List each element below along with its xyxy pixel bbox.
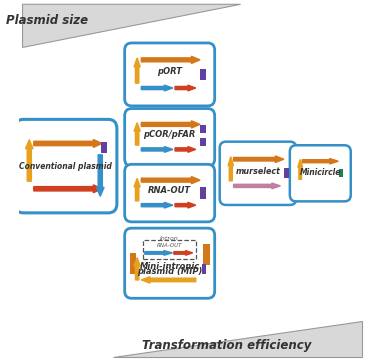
Text: plasmid (MIP): plasmid (MIP) — [137, 267, 202, 275]
Text: Conventional plasmid: Conventional plasmid — [19, 162, 112, 171]
FancyArrow shape — [141, 177, 200, 184]
FancyArrow shape — [141, 121, 200, 128]
FancyArrow shape — [175, 202, 196, 208]
Bar — [101, 143, 107, 153]
FancyArrow shape — [34, 185, 102, 193]
Text: RNA-OUT: RNA-OUT — [157, 243, 182, 248]
FancyBboxPatch shape — [125, 228, 215, 298]
Text: Intron: Intron — [160, 236, 179, 241]
Text: pORT: pORT — [157, 67, 182, 76]
FancyArrow shape — [141, 277, 196, 283]
Text: murselect: murselect — [235, 167, 280, 176]
FancyArrow shape — [302, 158, 338, 164]
FancyArrow shape — [228, 157, 234, 181]
Text: pCOR/pFAR: pCOR/pFAR — [143, 130, 196, 139]
Bar — [339, 169, 343, 177]
Text: Plasmid size: Plasmid size — [6, 14, 88, 27]
FancyBboxPatch shape — [125, 43, 215, 106]
Text: Transformation efficiency: Transformation efficiency — [142, 339, 311, 352]
FancyArrow shape — [141, 85, 173, 91]
FancyArrow shape — [134, 123, 140, 145]
FancyArrow shape — [97, 155, 104, 196]
FancyArrow shape — [141, 147, 173, 152]
FancyArrow shape — [141, 202, 173, 208]
FancyArrow shape — [134, 178, 140, 201]
Text: Mini-intronic: Mini-intronic — [139, 262, 200, 271]
FancyArrow shape — [298, 160, 303, 179]
Bar — [130, 253, 137, 274]
Bar — [202, 264, 206, 274]
FancyBboxPatch shape — [290, 145, 351, 201]
Polygon shape — [23, 4, 241, 47]
FancyArrow shape — [34, 139, 102, 147]
FancyBboxPatch shape — [125, 164, 215, 222]
FancyBboxPatch shape — [220, 142, 296, 205]
Bar — [200, 69, 206, 80]
FancyBboxPatch shape — [143, 240, 196, 259]
Polygon shape — [113, 321, 362, 357]
FancyArrow shape — [145, 251, 172, 255]
FancyArrow shape — [234, 156, 284, 162]
FancyArrow shape — [175, 85, 196, 91]
Text: Minicircle: Minicircle — [300, 168, 341, 177]
FancyArrow shape — [234, 183, 280, 189]
FancyArrow shape — [134, 58, 140, 83]
FancyArrow shape — [26, 140, 33, 181]
FancyBboxPatch shape — [15, 119, 117, 213]
FancyArrow shape — [175, 147, 196, 152]
FancyBboxPatch shape — [125, 109, 215, 166]
Text: RNA-OUT: RNA-OUT — [148, 186, 191, 195]
FancyArrow shape — [134, 258, 140, 280]
FancyArrow shape — [141, 56, 200, 64]
Bar — [284, 168, 289, 178]
Bar — [203, 244, 210, 265]
Bar — [200, 125, 206, 133]
Bar — [200, 187, 206, 199]
FancyArrow shape — [174, 251, 193, 255]
Bar — [200, 138, 206, 146]
